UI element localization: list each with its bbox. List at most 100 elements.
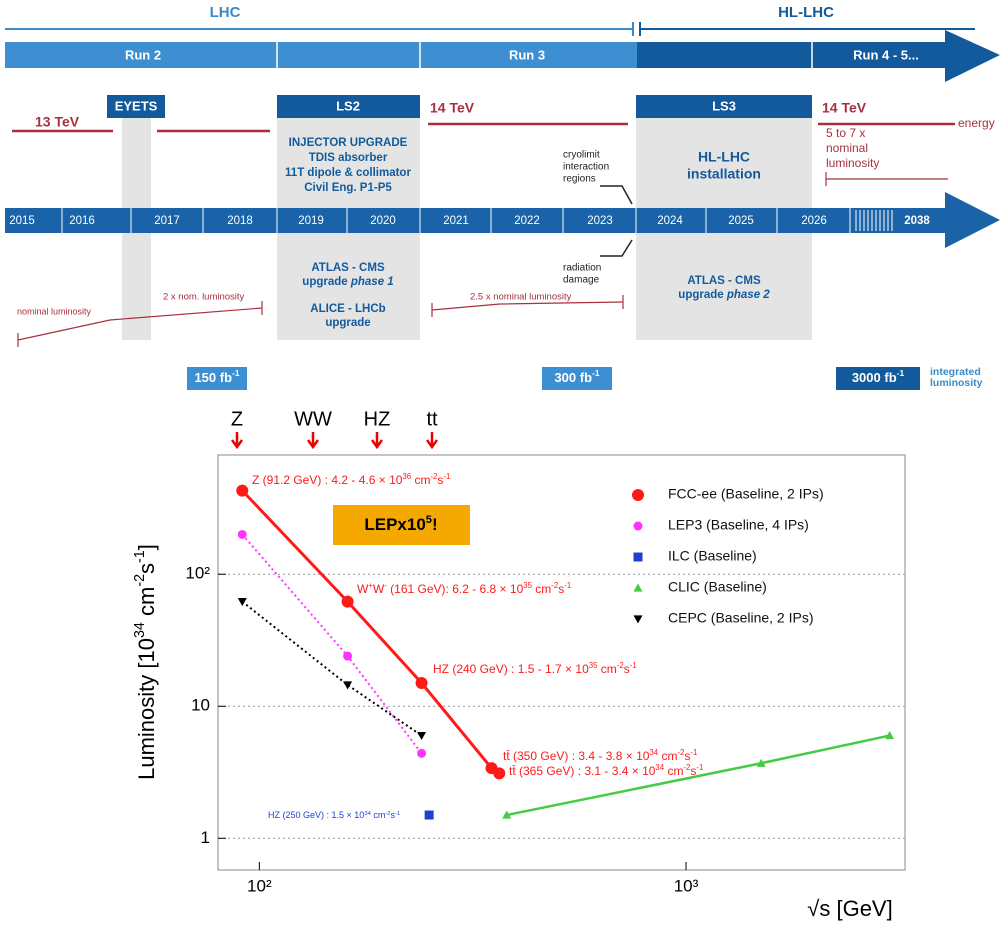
- year-label: 2023: [587, 215, 613, 227]
- run-label: Run 2: [125, 47, 161, 62]
- text-part: -1: [592, 368, 600, 378]
- text-part: s: [684, 749, 690, 763]
- lumi-note: nominal luminosity: [17, 306, 92, 316]
- text-part: cm: [658, 749, 677, 763]
- era-label: HL-LHC: [778, 4, 834, 21]
- year-label: 2019: [298, 215, 324, 227]
- ls2-note: INJECTOR UPGRADE: [289, 137, 408, 149]
- legend-marker: [633, 583, 643, 592]
- text-part: -2: [132, 574, 148, 587]
- text-part: 35: [523, 581, 532, 590]
- text-part: -2: [683, 763, 690, 772]
- text-part: upgrade: [678, 289, 727, 301]
- process-label: Z: [231, 408, 243, 430]
- note: cryolimit: [563, 150, 600, 161]
- year-label: 2017: [154, 215, 180, 227]
- year-label: 2026: [801, 215, 827, 227]
- annotation: W+W- (161 GeV): 6.2 - 6.8 × 1035 cm-2s-1: [357, 581, 571, 597]
- ls2-note: TDIS absorber: [309, 152, 388, 164]
- process-label: WW: [294, 408, 332, 430]
- badge-label: LEPx105!: [364, 514, 437, 535]
- lumi-note: 5 to 7 x: [826, 126, 865, 140]
- text-part: 35: [589, 661, 598, 670]
- ls3-note: HL-LHC: [698, 149, 750, 165]
- text-part: cm: [664, 764, 683, 778]
- energy-caption: energy: [958, 116, 995, 130]
- lumi-note: nominal: [826, 141, 868, 155]
- text-part: -1: [696, 763, 703, 772]
- badge: [333, 505, 470, 545]
- point: [756, 758, 766, 767]
- text-part: 34: [655, 763, 664, 772]
- point: [343, 651, 353, 661]
- legend-label: FCC-ee (Baseline, 2 IPs): [668, 486, 824, 502]
- point: [415, 677, 428, 690]
- ls2-note: 11T dipole & collimator: [285, 167, 411, 179]
- note: damage: [563, 275, 600, 286]
- point: [502, 810, 512, 819]
- lumi-note: 2 x nom. luminosity: [163, 292, 245, 303]
- text-part: s: [391, 810, 396, 820]
- note: interaction: [563, 162, 609, 173]
- point: [493, 767, 506, 780]
- legend-marker: [633, 552, 643, 562]
- text-part: s: [690, 764, 696, 778]
- point: [417, 748, 427, 758]
- annotation: Z (91.2 GeV) : 4.2 - 4.6 × 1036 cm-2s-1: [252, 472, 450, 488]
- text-part: HZ (240 GeV) : 1.5 - 1.7 × 10: [433, 662, 589, 676]
- year-bar: [5, 208, 945, 233]
- annotation: HZ (240 GeV) : 1.5 - 1.7 × 1035 cm-2s-1: [433, 661, 637, 677]
- shutdown-box: [107, 95, 165, 118]
- process-label: tt: [426, 408, 438, 430]
- text-part: s: [558, 582, 564, 596]
- point: [236, 484, 249, 497]
- text-part: 34: [649, 748, 658, 757]
- text-part: cm: [411, 473, 430, 487]
- text-part: +: [368, 581, 373, 590]
- text-part: -1: [395, 811, 400, 817]
- year-label: 2018: [227, 215, 253, 227]
- lumi-caption: integrated: [930, 366, 981, 378]
- text-part: upgrade: [302, 276, 351, 288]
- text-part: !: [432, 515, 438, 534]
- lumi-box-label: 3000 fb-1: [852, 368, 905, 385]
- legend-marker: [633, 615, 643, 624]
- text-part: s: [134, 563, 159, 574]
- ls2-note: Civil Eng. P1-P5: [304, 182, 392, 194]
- text-part: LEPx10: [364, 515, 425, 534]
- text-part: 36: [402, 472, 411, 481]
- text-part: 300 fb: [554, 370, 592, 385]
- text-part: (161 GeV): 6.2 - 6.8 × 10: [387, 582, 524, 596]
- text-part: -2: [385, 811, 390, 817]
- year-label: 2021: [443, 215, 469, 227]
- text-part: -1: [232, 368, 240, 378]
- y-tick-label: 1: [201, 828, 210, 847]
- energy-label: 14 TeV: [430, 100, 475, 116]
- year-label: 2016: [69, 215, 95, 227]
- year-label: 2022: [514, 215, 540, 227]
- lumi-box: [542, 367, 612, 390]
- x-axis-label: √s [GeV]: [807, 896, 892, 921]
- text-part: -1: [690, 748, 697, 757]
- legend-marker: [632, 489, 644, 501]
- annotation: HZ (250 GeV) : 1.5 × 1034 cm-2s-1: [268, 810, 400, 820]
- series-line: [241, 533, 423, 754]
- text-part: 34: [364, 811, 371, 817]
- year-bar-arrow: [945, 192, 1000, 248]
- upgrade-note: ALICE - LHCb: [310, 303, 385, 315]
- text-part: -1: [630, 661, 637, 670]
- year-label: 2038: [904, 215, 930, 227]
- point: [885, 731, 895, 740]
- text-part: ]: [134, 544, 159, 550]
- text-part: 150 fb: [194, 370, 232, 385]
- text-part: -2: [551, 581, 558, 590]
- upgrade-note: upgrade phase 1: [302, 276, 393, 288]
- text-part: W: [357, 582, 369, 596]
- point: [341, 595, 354, 608]
- shutdown-label: LS2: [336, 98, 360, 113]
- annotation: tt̄ (365 GeV) : 3.1 - 3.4 × 1034 cm-2s-1: [509, 763, 703, 779]
- text-part: -1: [443, 472, 450, 481]
- text-part: tt̄ (365 GeV) : 3.1 - 3.4 × 10: [509, 764, 656, 778]
- text-part: s: [437, 473, 443, 487]
- year-label: 2020: [370, 215, 396, 227]
